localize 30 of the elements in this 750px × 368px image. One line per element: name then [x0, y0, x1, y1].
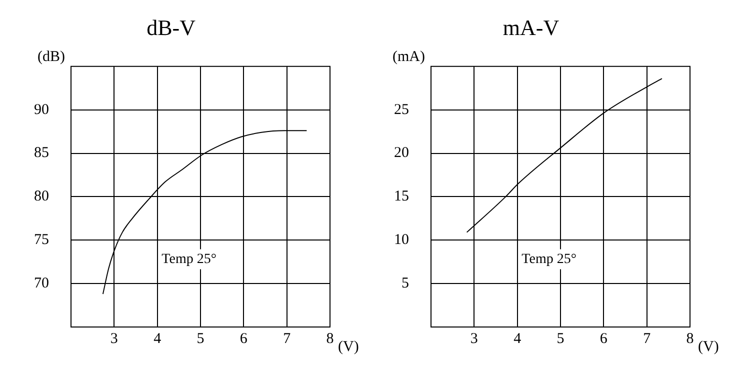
y-tick-label: 5: [402, 276, 409, 292]
x-tick-label: 6: [600, 330, 608, 347]
x-tick-label: 7: [643, 330, 652, 347]
x-tick-label: 3: [470, 330, 478, 347]
x-tick-label: 5: [196, 330, 204, 347]
x-tick-label: 6: [240, 330, 248, 347]
y-tick-label: 70: [34, 276, 49, 292]
chart-title: mA-V: [502, 14, 560, 40]
chart-title: dB-V: [146, 14, 196, 40]
annotation: Temp 25°: [162, 252, 216, 267]
y-tick-label: 25: [394, 102, 409, 118]
annotation: Temp 25°: [522, 252, 576, 267]
y-tick-label: 15: [394, 188, 409, 205]
x-axis-title: (V): [338, 338, 359, 355]
y-tick-label: 85: [34, 145, 49, 162]
y-tick-label: 75: [34, 232, 49, 248]
x-tick-label: 7: [283, 330, 292, 347]
y-tick-label: 90: [34, 102, 49, 118]
y-tick-label: 20: [394, 145, 409, 162]
x-tick-label: 4: [514, 330, 522, 347]
x-tick-label: 5: [556, 330, 564, 347]
y-axis-title: (dB): [38, 48, 65, 65]
x-tick-label: 4: [154, 330, 162, 347]
x-tick-label: 8: [686, 330, 694, 347]
x-tick-label: 3: [110, 330, 118, 347]
y-tick-label: 10: [394, 232, 409, 248]
y-tick-label: 80: [34, 188, 49, 205]
x-tick-label: 8: [326, 330, 334, 347]
y-axis-title: (mA): [392, 48, 425, 65]
x-axis-title: (V): [698, 338, 719, 355]
